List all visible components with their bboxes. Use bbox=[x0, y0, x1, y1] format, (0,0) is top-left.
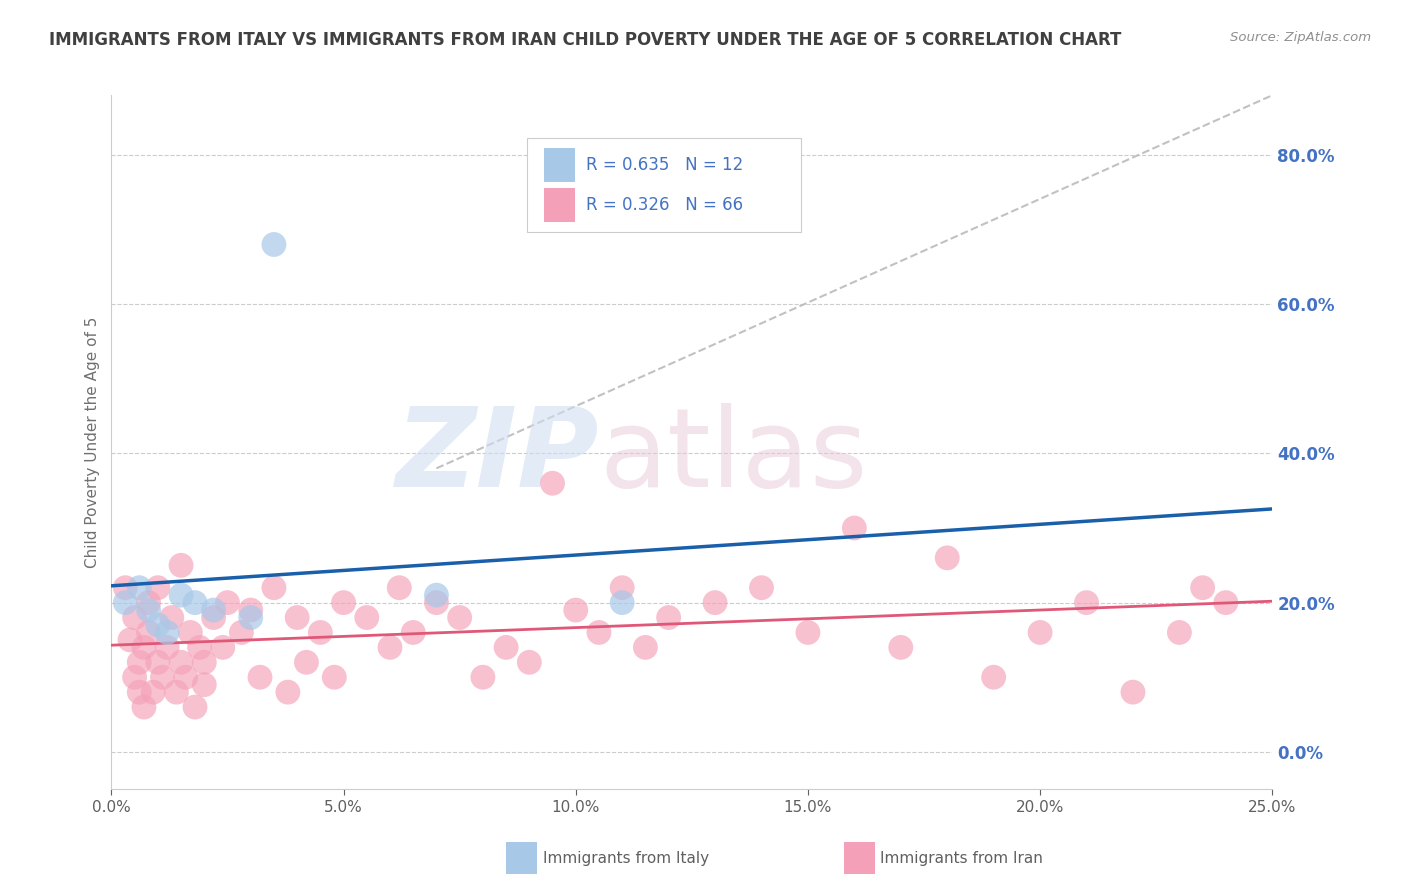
Point bbox=[138, 603, 160, 617]
Point bbox=[193, 678, 215, 692]
Point bbox=[402, 625, 425, 640]
Point bbox=[174, 670, 197, 684]
Point bbox=[179, 625, 201, 640]
Point bbox=[890, 640, 912, 655]
Point bbox=[184, 700, 207, 714]
Point bbox=[634, 640, 657, 655]
Point bbox=[263, 237, 285, 252]
Point bbox=[1191, 581, 1213, 595]
Point bbox=[188, 640, 211, 655]
Point bbox=[263, 581, 285, 595]
Point bbox=[323, 670, 346, 684]
Point bbox=[160, 610, 183, 624]
Point bbox=[797, 625, 820, 640]
Point bbox=[425, 596, 447, 610]
Point bbox=[128, 685, 150, 699]
Point bbox=[541, 476, 564, 491]
Point bbox=[193, 655, 215, 669]
Point bbox=[202, 603, 225, 617]
Text: R = 0.635   N = 12: R = 0.635 N = 12 bbox=[586, 156, 744, 174]
Point bbox=[156, 640, 179, 655]
Text: Source: ZipAtlas.com: Source: ZipAtlas.com bbox=[1230, 31, 1371, 45]
Point bbox=[285, 610, 308, 624]
Point bbox=[239, 603, 262, 617]
Point bbox=[217, 596, 239, 610]
Text: atlas: atlas bbox=[599, 402, 868, 509]
Point bbox=[128, 581, 150, 595]
Point bbox=[132, 700, 155, 714]
Text: Immigrants from Iran: Immigrants from Iran bbox=[880, 851, 1043, 865]
Point bbox=[239, 610, 262, 624]
Point bbox=[332, 596, 354, 610]
Point bbox=[231, 625, 253, 640]
Point bbox=[146, 655, 169, 669]
Point bbox=[146, 618, 169, 632]
Point bbox=[983, 670, 1005, 684]
Point bbox=[1029, 625, 1052, 640]
Text: R = 0.326   N = 66: R = 0.326 N = 66 bbox=[586, 196, 744, 214]
Point bbox=[388, 581, 411, 595]
Point bbox=[425, 588, 447, 602]
Point bbox=[212, 640, 235, 655]
Point bbox=[564, 603, 586, 617]
Point bbox=[658, 610, 681, 624]
Y-axis label: Child Poverty Under the Age of 5: Child Poverty Under the Age of 5 bbox=[86, 317, 100, 568]
Point bbox=[138, 596, 160, 610]
Point bbox=[138, 625, 160, 640]
Point bbox=[128, 655, 150, 669]
Point bbox=[471, 670, 494, 684]
Point bbox=[170, 655, 193, 669]
Point bbox=[612, 596, 634, 610]
Text: IMMIGRANTS FROM ITALY VS IMMIGRANTS FROM IRAN CHILD POVERTY UNDER THE AGE OF 5 C: IMMIGRANTS FROM ITALY VS IMMIGRANTS FROM… bbox=[49, 31, 1122, 49]
Point bbox=[114, 581, 136, 595]
Point bbox=[124, 610, 146, 624]
Point bbox=[202, 610, 225, 624]
Point bbox=[378, 640, 401, 655]
Point bbox=[132, 640, 155, 655]
Point bbox=[152, 670, 174, 684]
Point bbox=[146, 581, 169, 595]
Point bbox=[118, 632, 141, 647]
Point bbox=[1215, 596, 1237, 610]
Point bbox=[1076, 596, 1098, 610]
Point bbox=[844, 521, 866, 535]
Point bbox=[170, 588, 193, 602]
Text: ZIP: ZIP bbox=[395, 402, 599, 509]
Point bbox=[588, 625, 610, 640]
Point bbox=[356, 610, 378, 624]
Point bbox=[1168, 625, 1191, 640]
Point bbox=[277, 685, 299, 699]
Point bbox=[142, 685, 165, 699]
Point bbox=[295, 655, 318, 669]
Text: Immigrants from Italy: Immigrants from Italy bbox=[543, 851, 709, 865]
Point bbox=[156, 625, 179, 640]
Point bbox=[751, 581, 773, 595]
Point bbox=[114, 596, 136, 610]
Point bbox=[165, 685, 187, 699]
Point bbox=[612, 581, 634, 595]
Point bbox=[124, 670, 146, 684]
Point bbox=[449, 610, 471, 624]
Point bbox=[1122, 685, 1144, 699]
Point bbox=[936, 550, 959, 565]
Point bbox=[495, 640, 517, 655]
Point bbox=[249, 670, 271, 684]
Point bbox=[184, 596, 207, 610]
Point bbox=[309, 625, 332, 640]
Point bbox=[517, 655, 540, 669]
Point bbox=[704, 596, 727, 610]
Point bbox=[170, 558, 193, 573]
